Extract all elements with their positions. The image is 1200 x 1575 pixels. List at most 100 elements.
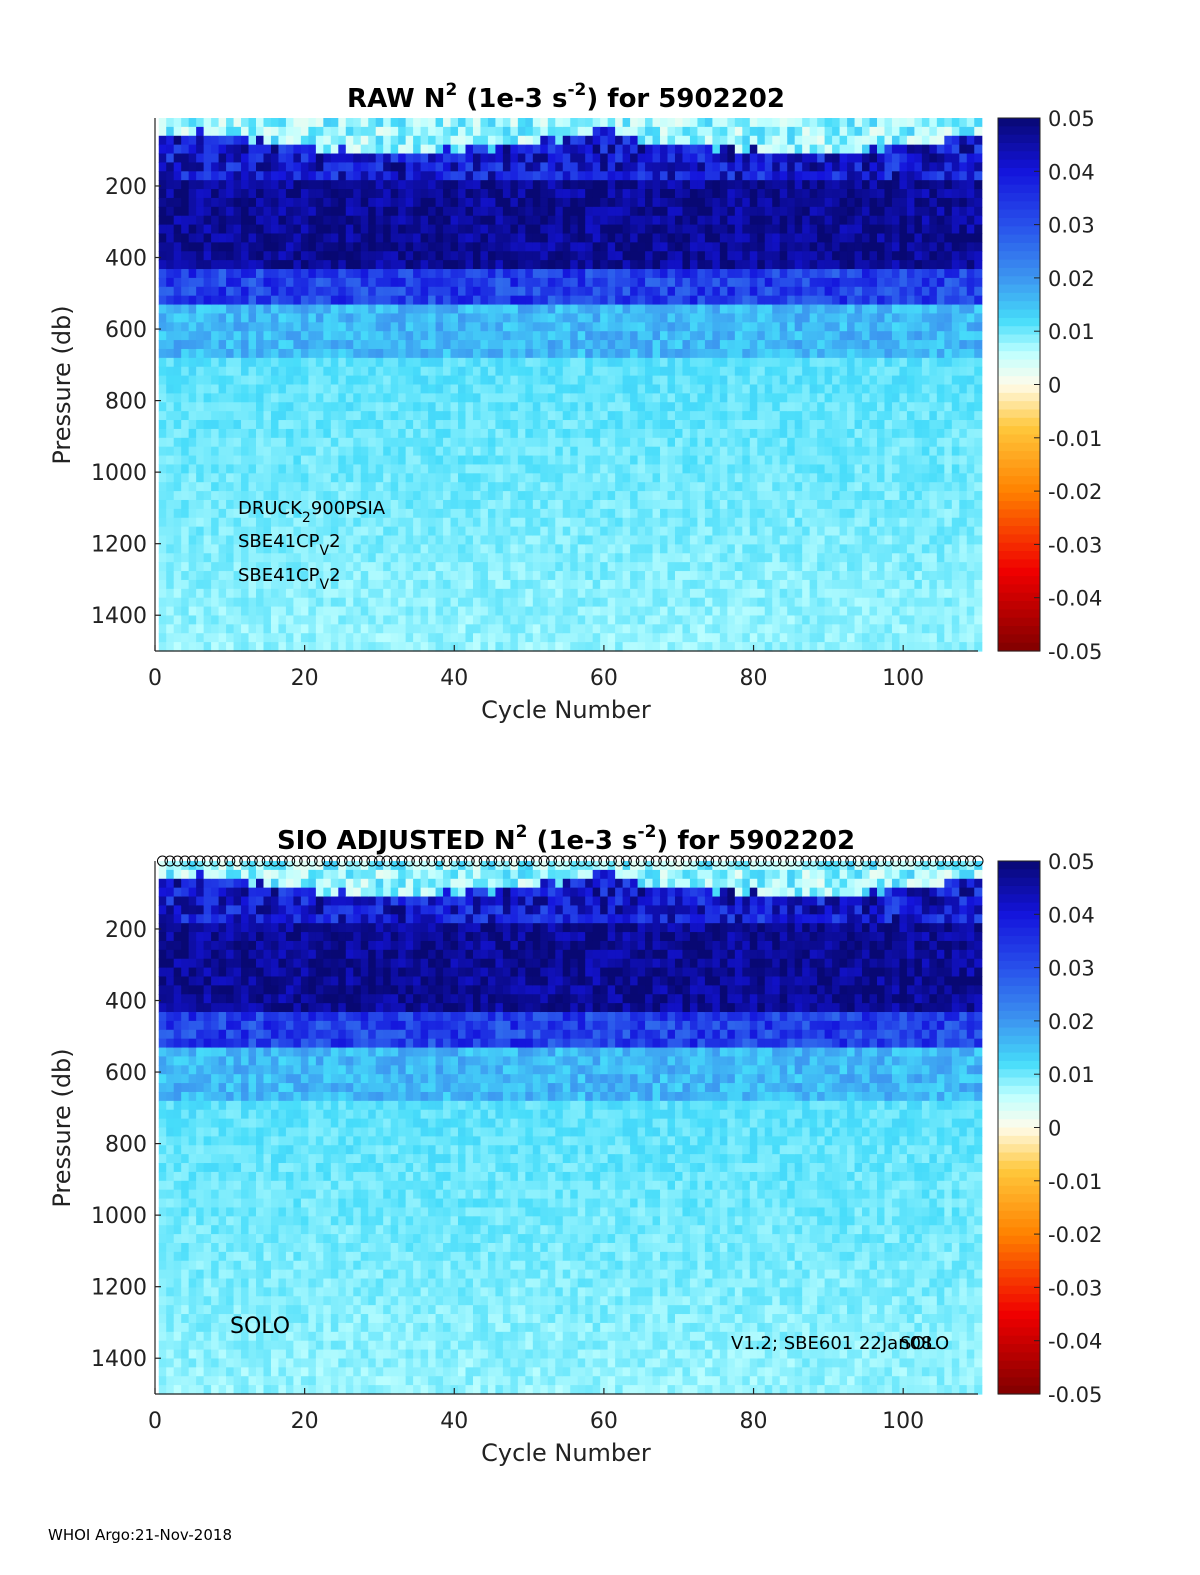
heatmap-cell (749, 224, 758, 235)
heatmap-cell (360, 428, 369, 439)
heatmap-cell (465, 224, 474, 235)
heatmap-cell (532, 215, 541, 226)
heatmap-cell (480, 384, 489, 394)
heatmap-cell (188, 251, 197, 261)
heatmap-cell (428, 455, 437, 466)
heatmap-cell (540, 357, 549, 368)
heatmap-cell (637, 384, 646, 394)
heatmap-cell (532, 411, 541, 421)
heatmap-cell (323, 153, 332, 164)
heatmap-cell (270, 277, 280, 288)
heatmap-cell (622, 233, 631, 243)
heatmap-cell (450, 491, 459, 501)
heatmap-cell (510, 606, 519, 617)
heatmap-cell (622, 118, 631, 128)
heatmap-cell (428, 313, 437, 323)
heatmap-cell (398, 126, 407, 137)
heatmap-cell (241, 322, 250, 332)
heatmap-cell (196, 251, 205, 261)
heatmap-cell (577, 420, 586, 430)
heatmap-cell (674, 491, 684, 501)
heatmap-cell (158, 224, 167, 235)
heatmap-cell (330, 633, 339, 643)
heatmap-cell (674, 588, 684, 599)
heatmap-cell (532, 269, 541, 279)
heatmap-cell (315, 508, 324, 519)
heatmap-cell (630, 464, 639, 474)
heatmap-cell (345, 260, 354, 270)
heatmap-cell (667, 153, 676, 164)
heatmap-cell (667, 233, 676, 243)
heatmap-cell (607, 224, 616, 235)
heatmap-cell (667, 588, 676, 599)
heatmap-cell (465, 348, 474, 359)
heatmap-cell (645, 118, 654, 128)
heatmap-cell (667, 348, 676, 359)
heatmap-cell (645, 313, 654, 323)
heatmap-cell (383, 411, 392, 421)
heatmap-cell (615, 384, 624, 394)
heatmap-cell (278, 260, 287, 270)
heatmap-cell (203, 553, 212, 563)
heatmap-cell (173, 579, 182, 590)
heatmap-cell (308, 437, 317, 448)
heatmap-cell (697, 277, 706, 288)
heatmap-cell (622, 473, 631, 483)
heatmap-cell (435, 624, 444, 634)
heatmap-cell (600, 331, 609, 341)
heatmap-cell (570, 482, 579, 492)
heatmap-cell (480, 295, 489, 306)
heatmap-cell (211, 171, 220, 181)
heatmap-cell (196, 242, 205, 252)
heatmap-cell (577, 153, 586, 164)
heatmap-cell (517, 197, 526, 208)
heatmap-cell (555, 446, 564, 457)
heatmap-cell (622, 482, 631, 492)
heatmap-cell (270, 437, 280, 448)
heatmap-cell (300, 135, 309, 146)
heatmap-cell (764, 571, 773, 581)
heatmap-cell (173, 562, 182, 572)
heatmap-cell (487, 126, 497, 137)
heatmap-cell (278, 206, 287, 217)
heatmap-cell (465, 393, 474, 403)
heatmap-cell (203, 189, 212, 199)
heatmap-cell (712, 331, 721, 341)
heatmap-cell (188, 437, 197, 448)
heatmap-cell (413, 233, 422, 243)
heatmap-cell (181, 473, 190, 483)
heatmap-cell (712, 118, 721, 128)
heatmap-cell (719, 242, 728, 252)
heatmap-cell (270, 642, 280, 652)
heatmap-cell (166, 526, 175, 537)
heatmap-cell (345, 615, 354, 625)
heatmap-cell (390, 277, 399, 288)
heatmap-cell (472, 357, 482, 368)
heatmap-cell (375, 118, 384, 128)
heatmap-cell (263, 420, 272, 430)
heatmap-cell (727, 313, 736, 323)
heatmap-cell (278, 642, 287, 652)
heatmap-cell (166, 269, 175, 279)
heatmap-cell (308, 579, 317, 590)
heatmap-cell (652, 517, 661, 528)
heatmap-cell (570, 473, 579, 483)
heatmap-cell (450, 437, 459, 448)
heatmap-cell (607, 579, 616, 590)
heatmap-cell (211, 402, 220, 412)
heatmap-cell (166, 331, 175, 341)
heatmap-cell (772, 357, 781, 368)
heatmap-cell (465, 464, 474, 474)
heatmap-cell (630, 144, 639, 155)
heatmap-cell (375, 393, 384, 403)
heatmap-cell (188, 135, 197, 146)
heatmap-cell (278, 579, 287, 590)
heatmap-cell (405, 615, 414, 625)
heatmap-cell (592, 464, 601, 474)
heatmap-cell (727, 135, 736, 146)
heatmap-cell (443, 491, 452, 501)
heatmap-cell (689, 295, 699, 306)
heatmap-cell (585, 428, 594, 439)
heatmap-cell (450, 197, 459, 208)
heatmap-cell (428, 571, 437, 581)
